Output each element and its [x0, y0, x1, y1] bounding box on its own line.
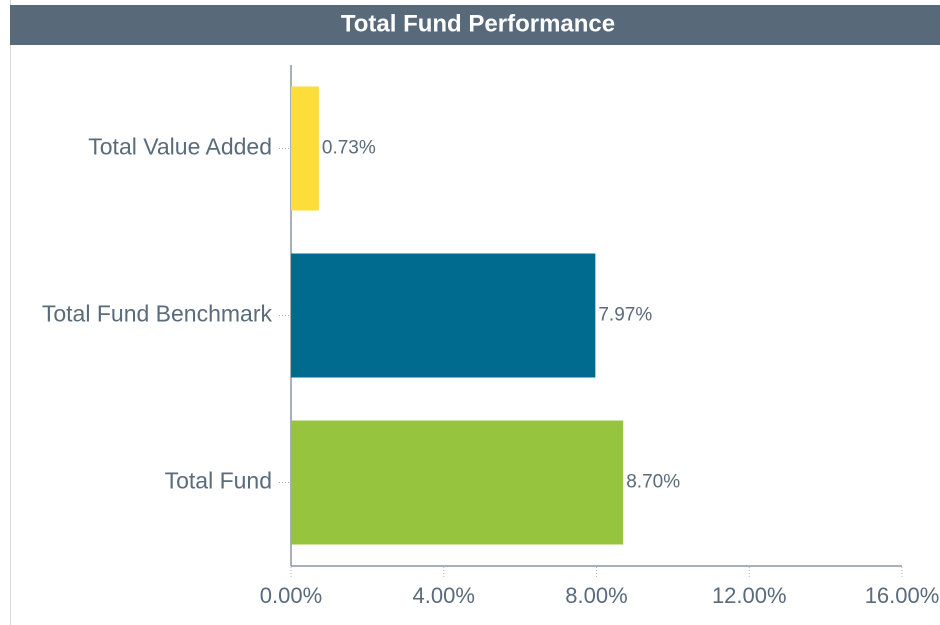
value-label: 8.70% — [626, 472, 680, 493]
x-tick-label: 8.00% — [565, 583, 627, 608]
bar — [291, 253, 596, 378]
value-label: 7.97% — [598, 305, 652, 326]
y-tick-label: Total Fund — [165, 468, 272, 494]
x-tick-label: 16.00% — [865, 583, 940, 608]
x-tick-label: 12.00% — [712, 583, 787, 608]
value-label: 0.73% — [322, 138, 376, 159]
x-tick-label: 4.00% — [413, 583, 475, 608]
chart-title: Total Fund Performance — [341, 10, 615, 37]
y-tick-label: Total Fund Benchmark — [42, 301, 273, 327]
title-bar — [10, 5, 940, 45]
x-tick-label: 0.00% — [260, 583, 322, 608]
y-tick-label: Total Value Added — [88, 134, 272, 160]
bar — [291, 420, 624, 545]
bar — [291, 86, 319, 211]
